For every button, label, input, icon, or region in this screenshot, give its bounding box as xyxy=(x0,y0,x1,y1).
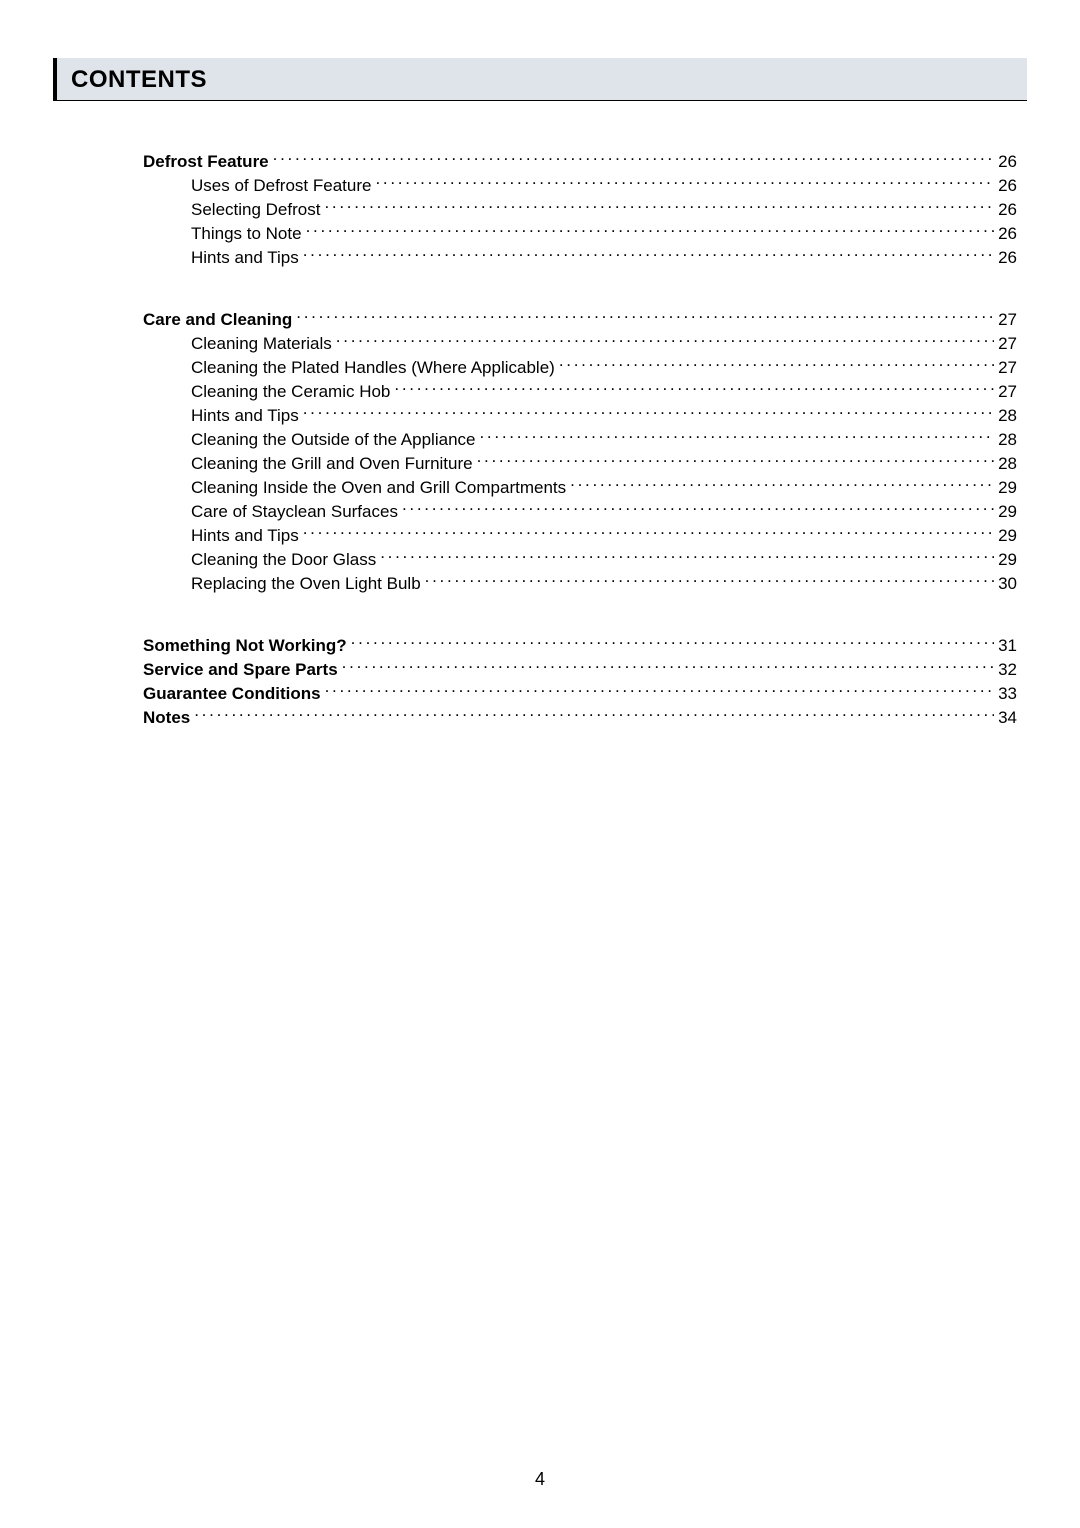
toc-entry: Guarantee Conditions 33 xyxy=(143,682,1017,706)
toc-entry-label: Cleaning the Plated Handles (Where Appli… xyxy=(143,356,555,380)
toc-entry: Things to Note 26 xyxy=(143,222,1017,246)
toc-entry-label: Service and Spare Parts xyxy=(143,658,338,682)
dot-leader xyxy=(380,548,994,565)
toc-entry-page: 28 xyxy=(998,428,1017,452)
dot-leader xyxy=(351,634,994,651)
toc-entry-label: Hints and Tips xyxy=(143,404,299,428)
toc-entry: Replacing the Oven Light Bulb 30 xyxy=(143,572,1017,596)
toc-entry: Something Not Working? 31 xyxy=(143,634,1017,658)
toc-entry-page: 30 xyxy=(998,572,1017,596)
toc-entry-page: 26 xyxy=(998,246,1017,270)
toc-entry-label: Notes xyxy=(143,706,190,730)
page-number: 4 xyxy=(0,1469,1080,1490)
dot-leader xyxy=(336,332,994,349)
dot-leader xyxy=(273,150,994,167)
toc-entry-label: Cleaning Materials xyxy=(143,332,332,356)
toc-entry-page: 26 xyxy=(998,174,1017,198)
contents-header: CONTENTS xyxy=(53,58,1027,101)
toc-entry-page: 26 xyxy=(998,222,1017,246)
toc-entry-page: 29 xyxy=(998,500,1017,524)
toc-entry-label: Cleaning the Outside of the Appliance xyxy=(143,428,475,452)
toc-entry-label: Cleaning the Door Glass xyxy=(143,548,376,572)
toc-entry: Uses of Defrost Feature 26 xyxy=(143,174,1017,198)
dot-leader xyxy=(324,198,994,215)
toc-entry-page: 29 xyxy=(998,548,1017,572)
toc-entry-label: Cleaning Inside the Oven and Grill Compa… xyxy=(143,476,566,500)
toc-entry-page: 31 xyxy=(998,634,1017,658)
dot-leader xyxy=(325,682,995,699)
toc-entry-label: Hints and Tips xyxy=(143,246,299,270)
toc-entry: Care and Cleaning 27 xyxy=(143,308,1017,332)
toc-entry-page: 27 xyxy=(998,332,1017,356)
dot-leader xyxy=(342,658,994,675)
toc-entry-label: Replacing the Oven Light Bulb xyxy=(143,572,421,596)
toc-entry: Cleaning the Ceramic Hob 27 xyxy=(143,380,1017,404)
toc-section: Defrost Feature 26Uses of Defrost Featur… xyxy=(143,150,1017,270)
toc-entry: Defrost Feature 26 xyxy=(143,150,1017,174)
toc-entry: Service and Spare Parts 32 xyxy=(143,658,1017,682)
toc-entry: Care of Stayclean Surfaces 29 xyxy=(143,500,1017,524)
dot-leader xyxy=(479,428,994,445)
toc-entry-page: 32 xyxy=(998,658,1017,682)
toc-section: Something Not Working? 31Service and Spa… xyxy=(143,634,1017,730)
toc-entry-page: 28 xyxy=(998,452,1017,476)
toc-entry-label: Cleaning the Grill and Oven Furniture xyxy=(143,452,473,476)
toc-entry-page: 26 xyxy=(998,198,1017,222)
dot-leader xyxy=(570,476,994,493)
toc-entry-label: Care of Stayclean Surfaces xyxy=(143,500,398,524)
dot-leader xyxy=(375,174,994,191)
toc-entry-label: Something Not Working? xyxy=(143,634,347,658)
toc-entry-page: 29 xyxy=(998,524,1017,548)
toc-entry: Cleaning Inside the Oven and Grill Compa… xyxy=(143,476,1017,500)
toc-entry: Cleaning the Outside of the Appliance 28 xyxy=(143,428,1017,452)
toc-entry: Hints and Tips 26 xyxy=(143,246,1017,270)
toc-entry-page: 27 xyxy=(998,356,1017,380)
dot-leader xyxy=(394,380,994,397)
header-wrap: CONTENTS xyxy=(53,58,1027,101)
toc-entry: Cleaning the Door Glass 29 xyxy=(143,548,1017,572)
dot-leader xyxy=(303,404,994,421)
toc-entry-page: 34 xyxy=(998,706,1017,730)
toc-entry-page: 28 xyxy=(998,404,1017,428)
toc-section: Care and Cleaning 27Cleaning Materials 2… xyxy=(143,308,1017,596)
toc-entry-label: Care and Cleaning xyxy=(143,308,292,332)
toc-entry: Selecting Defrost 26 xyxy=(143,198,1017,222)
dot-leader xyxy=(559,356,994,373)
toc-entry-page: 33 xyxy=(998,682,1017,706)
dot-leader xyxy=(425,572,994,589)
toc-entry-label: Things to Note xyxy=(143,222,302,246)
dot-leader xyxy=(296,308,994,325)
table-of-contents: Defrost Feature 26Uses of Defrost Featur… xyxy=(143,150,1017,768)
toc-entry-page: 26 xyxy=(998,150,1017,174)
dot-leader xyxy=(477,452,994,469)
toc-entry: Cleaning the Grill and Oven Furniture 28 xyxy=(143,452,1017,476)
toc-entry: Hints and Tips 28 xyxy=(143,404,1017,428)
document-page: CONTENTS Defrost Feature 26Uses of Defro… xyxy=(0,0,1080,1528)
toc-entry-label: Defrost Feature xyxy=(143,150,269,174)
toc-entry-label: Cleaning the Ceramic Hob xyxy=(143,380,390,404)
toc-entry: Cleaning Materials 27 xyxy=(143,332,1017,356)
toc-entry-page: 29 xyxy=(998,476,1017,500)
toc-entry: Cleaning the Plated Handles (Where Appli… xyxy=(143,356,1017,380)
toc-entry: Notes 34 xyxy=(143,706,1017,730)
toc-entry-label: Uses of Defrost Feature xyxy=(143,174,371,198)
dot-leader xyxy=(194,706,994,723)
dot-leader xyxy=(402,500,994,517)
toc-entry-label: Selecting Defrost xyxy=(143,198,320,222)
dot-leader xyxy=(306,222,995,239)
toc-entry-page: 27 xyxy=(998,308,1017,332)
dot-leader xyxy=(303,246,994,263)
header-title: CONTENTS xyxy=(71,66,207,93)
dot-leader xyxy=(303,524,994,541)
toc-entry-label: Hints and Tips xyxy=(143,524,299,548)
toc-entry: Hints and Tips 29 xyxy=(143,524,1017,548)
toc-entry-label: Guarantee Conditions xyxy=(143,682,321,706)
toc-entry-page: 27 xyxy=(998,380,1017,404)
